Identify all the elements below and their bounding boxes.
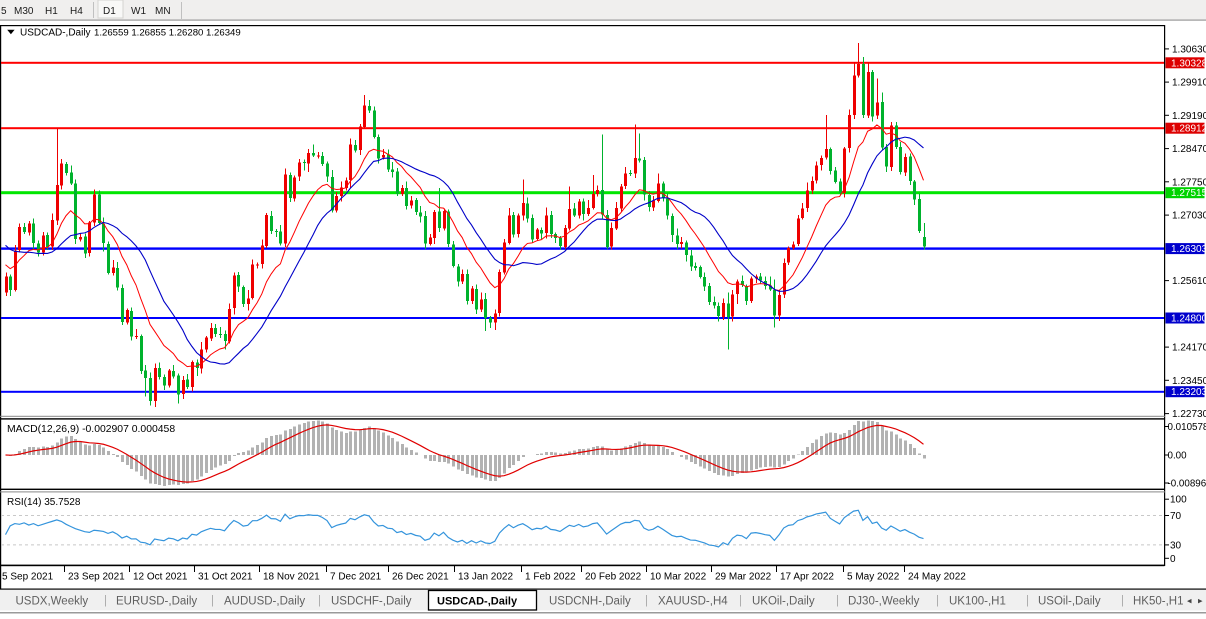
- svg-text:13 Jan 2022: 13 Jan 2022: [458, 572, 513, 583]
- svg-text:26 Dec 2021: 26 Dec 2021: [392, 572, 449, 583]
- svg-text:1.23450: 1.23450: [1172, 376, 1206, 387]
- svg-text:MACD(12,26,9) -0.002907 0.0004: MACD(12,26,9) -0.002907 0.000458: [7, 424, 175, 435]
- svg-text:0.00: 0.00: [1168, 451, 1188, 462]
- svg-text:12 Oct 2021: 12 Oct 2021: [133, 572, 188, 583]
- svg-text:1.28470: 1.28470: [1172, 144, 1206, 155]
- svg-text:UKOil-,Daily: UKOil-,Daily: [752, 596, 815, 608]
- svg-text:D1: D1: [103, 6, 116, 17]
- svg-text:0.010578: 0.010578: [1168, 422, 1206, 433]
- svg-text:|: |: [1026, 595, 1029, 607]
- svg-text:17 Apr 2022: 17 Apr 2022: [780, 572, 834, 583]
- svg-text:31 Oct 2021: 31 Oct 2021: [198, 572, 253, 583]
- svg-text:DJ30-,Weekly: DJ30-,Weekly: [848, 596, 920, 608]
- svg-text:1.27750: 1.27750: [1172, 177, 1206, 188]
- svg-text:|: |: [936, 595, 939, 607]
- svg-text:1.25610: 1.25610: [1172, 276, 1206, 287]
- svg-text:1.26303: 1.26303: [1171, 244, 1206, 255]
- svg-text:MN: MN: [155, 6, 171, 17]
- svg-text:29 Mar 2022: 29 Mar 2022: [715, 572, 772, 583]
- svg-text:W1: W1: [131, 6, 146, 17]
- svg-text:◂: ◂: [1187, 596, 1192, 606]
- svg-text:5 May 2022: 5 May 2022: [847, 572, 900, 583]
- svg-text:7 Dec 2021: 7 Dec 2021: [330, 572, 382, 583]
- svg-text:1.30328: 1.30328: [1171, 58, 1206, 69]
- svg-text:▸: ▸: [1198, 596, 1203, 606]
- svg-text:RSI(14) 35.7528: RSI(14) 35.7528: [7, 497, 81, 508]
- svg-text:UK100-,H1: UK100-,H1: [949, 596, 1006, 608]
- svg-text:|: |: [318, 595, 321, 607]
- svg-text:20 Feb 2022: 20 Feb 2022: [585, 572, 642, 583]
- svg-text:1.27030: 1.27030: [1172, 211, 1206, 222]
- svg-text:USDCHF-,Daily: USDCHF-,Daily: [331, 596, 412, 608]
- svg-text:EURUSD-,Daily: EURUSD-,Daily: [116, 596, 197, 608]
- svg-text:|: |: [1121, 595, 1124, 607]
- svg-text:1.24800: 1.24800: [1171, 314, 1206, 325]
- svg-text:1.29910: 1.29910: [1172, 78, 1206, 89]
- svg-text:M30: M30: [14, 6, 34, 17]
- svg-text:H4: H4: [70, 6, 83, 17]
- svg-text:1.23203: 1.23203: [1171, 387, 1206, 398]
- svg-text:1.27515: 1.27515: [1171, 188, 1206, 199]
- svg-text:1.26559 1.26855 1.26280 1.2634: 1.26559 1.26855 1.26280 1.26349: [94, 28, 241, 39]
- svg-text:USDX,Weekly: USDX,Weekly: [16, 596, 89, 608]
- svg-text:HK50-,H1: HK50-,H1: [1133, 596, 1184, 608]
- svg-text:USOil-,Daily: USOil-,Daily: [1038, 596, 1101, 608]
- svg-text:AUDUSD-,Daily: AUDUSD-,Daily: [224, 596, 305, 608]
- svg-text:10 Mar 2022: 10 Mar 2022: [650, 572, 707, 583]
- svg-text:100: 100: [1170, 495, 1187, 506]
- svg-text:|: |: [211, 595, 214, 607]
- svg-text:XAUUSD-,H4: XAUUSD-,H4: [658, 596, 728, 608]
- svg-text:USDCAD-,Daily: USDCAD-,Daily: [20, 28, 91, 39]
- svg-text:1 Feb 2022: 1 Feb 2022: [525, 572, 576, 583]
- svg-text:1.22730: 1.22730: [1172, 409, 1206, 420]
- svg-text:18 Nov 2021: 18 Nov 2021: [263, 572, 320, 583]
- svg-text:1.28912: 1.28912: [1171, 124, 1206, 135]
- svg-text:|: |: [645, 595, 648, 607]
- svg-text:-0.00896: -0.00896: [1168, 479, 1206, 490]
- svg-text:23 Sep 2021: 23 Sep 2021: [68, 572, 125, 583]
- svg-text:5: 5: [1, 6, 7, 17]
- svg-text:|: |: [739, 595, 742, 607]
- svg-text:70: 70: [1170, 511, 1182, 522]
- svg-text:30: 30: [1170, 540, 1182, 551]
- svg-text:USDCAD-,Daily: USDCAD-,Daily: [437, 596, 518, 608]
- svg-text:0: 0: [1170, 554, 1176, 565]
- svg-text:24 May 2022: 24 May 2022: [908, 572, 966, 583]
- svg-text:5 Sep 2021: 5 Sep 2021: [2, 572, 54, 583]
- svg-text:USDCNH-,Daily: USDCNH-,Daily: [549, 596, 631, 608]
- svg-text:1.30630: 1.30630: [1172, 44, 1206, 55]
- svg-text:1.24170: 1.24170: [1172, 343, 1206, 354]
- svg-text:1.29190: 1.29190: [1172, 111, 1206, 122]
- svg-text:|: |: [836, 595, 839, 607]
- svg-text:H1: H1: [45, 6, 58, 17]
- svg-text:|: |: [104, 595, 107, 607]
